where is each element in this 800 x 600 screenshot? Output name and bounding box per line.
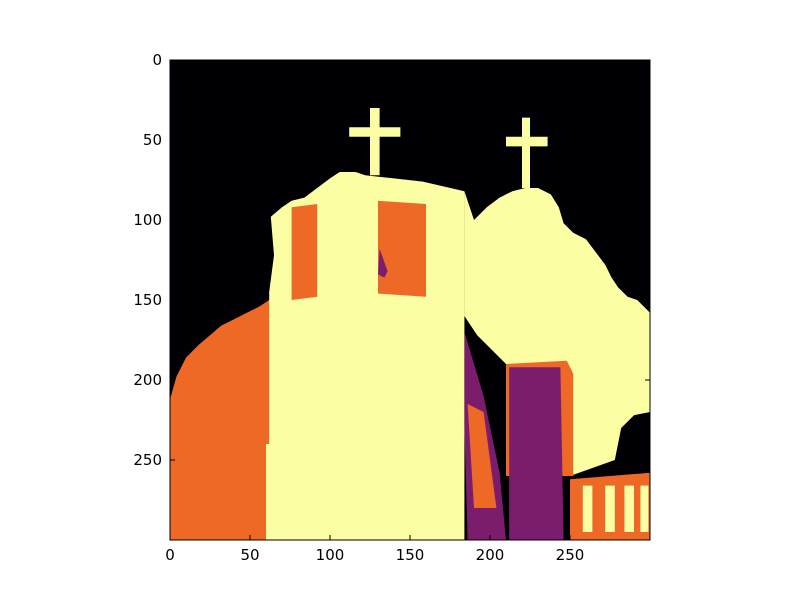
y-tick-label: 150 <box>133 291 162 309</box>
region-belfry-shadow <box>378 248 388 278</box>
y-tick-label: 200 <box>133 371 162 389</box>
region-right-cross-bar <box>506 136 548 147</box>
y-tick-label: 250 <box>133 451 162 469</box>
x-tick-label: 100 <box>316 546 345 564</box>
region-left-cross-bar <box>349 127 401 137</box>
x-axis: 0 50 100 150 200 250 <box>165 60 584 564</box>
region-porch-orange <box>467 404 497 508</box>
region-right-tower <box>464 188 650 476</box>
region-belfry-opening-center <box>378 200 426 297</box>
region-left-cross-vertical <box>370 108 380 176</box>
region-fence-post-1 <box>582 485 593 532</box>
y-tick-label: 100 <box>133 211 162 229</box>
region-fence-post-4 <box>640 485 649 532</box>
x-tick-label: 250 <box>556 546 585 564</box>
x-tick-label: 0 <box>165 546 175 564</box>
image-layer <box>170 108 650 540</box>
plot-area <box>169 59 651 541</box>
region-right-cross-vertical <box>522 117 530 188</box>
x-tick-label: 200 <box>476 546 505 564</box>
region-left-foliage <box>170 300 279 540</box>
y-axis: 0 50 100 150 200 250 <box>133 51 650 469</box>
region-belfry-opening-left <box>291 204 318 300</box>
x-tick-label: 50 <box>240 546 259 564</box>
region-foreground-wall <box>266 444 327 540</box>
y-tick-label: 0 <box>152 51 162 69</box>
region-door-purple <box>509 367 564 540</box>
x-tick-label: 150 <box>396 546 425 564</box>
region-fence-post-3 <box>624 485 634 532</box>
region-fence-post-2 <box>605 485 615 532</box>
y-tick-label: 50 <box>143 131 162 149</box>
